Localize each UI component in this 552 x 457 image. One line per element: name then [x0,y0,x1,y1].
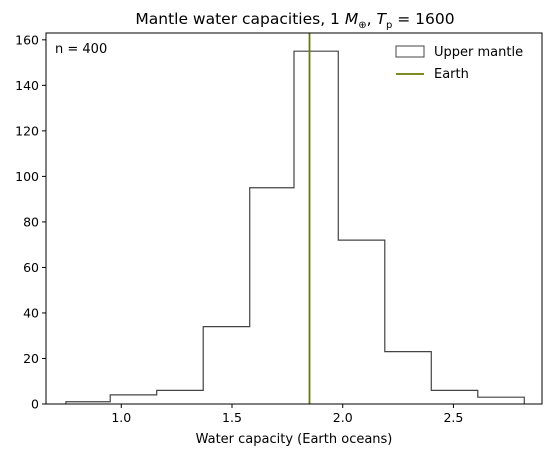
histogram-bar [385,352,432,404]
legend-swatch-upper-mantle [395,45,425,58]
histogram-bar [478,397,525,404]
y-tick-label: 140 [15,78,39,93]
chart-title-temp-symbol: T [376,10,387,28]
chart-title-mass-symbol: M [345,10,358,28]
chart-title-mid: , [367,10,377,28]
histogram-bar [250,188,294,404]
histogram-bars [65,50,525,404]
legend: Upper mantle Earth [395,45,523,82]
histogram-bar [294,51,338,404]
y-tick-label: 100 [15,169,39,184]
sample-count-annotation: n = 400 [55,42,107,57]
histogram-bar [203,327,250,404]
x-axis-label: Water capacity (Earth oceans) [196,432,393,447]
histogram-outline [65,50,525,404]
x-axis-ticks: 1.0 1.5 2.0 2.5 [111,404,463,425]
x-tick-label: 2.0 [333,410,353,425]
y-tick-label: 40 [23,305,39,320]
y-tick-label: 120 [15,123,39,138]
legend-label-upper-mantle: Upper mantle [434,45,523,60]
x-tick-label: 1.5 [222,410,242,425]
histogram-bar [110,395,157,404]
histogram-bar [431,390,478,404]
histogram-bar [157,390,204,404]
legend-label-earth: Earth [434,67,469,82]
chart-title-mass-subscript: ⊕ [358,20,366,31]
chart-title-suffix: = 1600 [392,10,454,28]
x-tick-label: 1.0 [111,410,131,425]
y-tick-label: 0 [31,397,39,412]
y-tick-label: 60 [23,260,39,275]
chart-title: Mantle water capacities, 1 M⊕, Tp = 1600 [135,10,454,31]
y-tick-label: 160 [15,32,39,47]
x-tick-label: 2.5 [443,410,463,425]
y-axis-ticks: 0 20 40 60 80 100 120 140 160 [15,32,46,412]
y-tick-label: 80 [23,214,39,229]
plot-frame [45,32,543,405]
chart-title-prefix: Mantle water capacities, 1 [135,10,344,28]
chart-title-temp-subscript: p [386,20,392,31]
histogram-bar [338,240,385,404]
y-tick-label: 20 [23,351,39,366]
